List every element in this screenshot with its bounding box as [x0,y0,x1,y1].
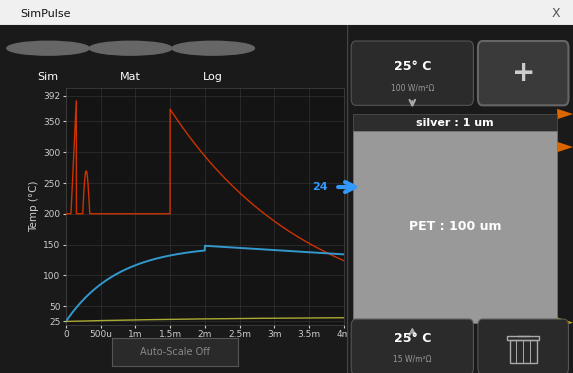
Text: Mat: Mat [120,72,141,82]
Text: 25° C: 25° C [394,332,431,345]
Circle shape [172,41,254,55]
FancyBboxPatch shape [351,41,473,105]
Text: 25° C: 25° C [394,60,431,72]
Bar [509,340,537,363]
Text: X: X [551,7,560,21]
Polygon shape [557,317,573,328]
FancyBboxPatch shape [478,319,568,373]
Polygon shape [557,109,573,119]
FancyBboxPatch shape [351,319,473,373]
FancyBboxPatch shape [478,41,568,105]
Text: +: + [512,59,535,87]
Text: Log: Log [203,72,223,82]
X-axis label: Time (s): Time (s) [184,343,226,353]
Circle shape [7,41,89,55]
Text: 24: 24 [312,182,327,192]
Text: Sim: Sim [38,72,58,82]
Bar [354,114,557,131]
Circle shape [89,41,172,55]
Y-axis label: Temp (°C): Temp (°C) [29,180,39,232]
Text: PET : 100 um: PET : 100 um [409,220,501,233]
Polygon shape [557,142,573,152]
Text: 100 W/m²Ω: 100 W/m²Ω [391,84,434,93]
Text: 15 W/m²Ω: 15 W/m²Ω [393,355,431,364]
Text: silver : 1 um: silver : 1 um [417,118,494,128]
Text: Auto-Scale Off: Auto-Scale Off [140,347,210,357]
Bar [354,131,557,323]
Bar [507,336,539,340]
Text: SimPulse: SimPulse [20,9,70,19]
